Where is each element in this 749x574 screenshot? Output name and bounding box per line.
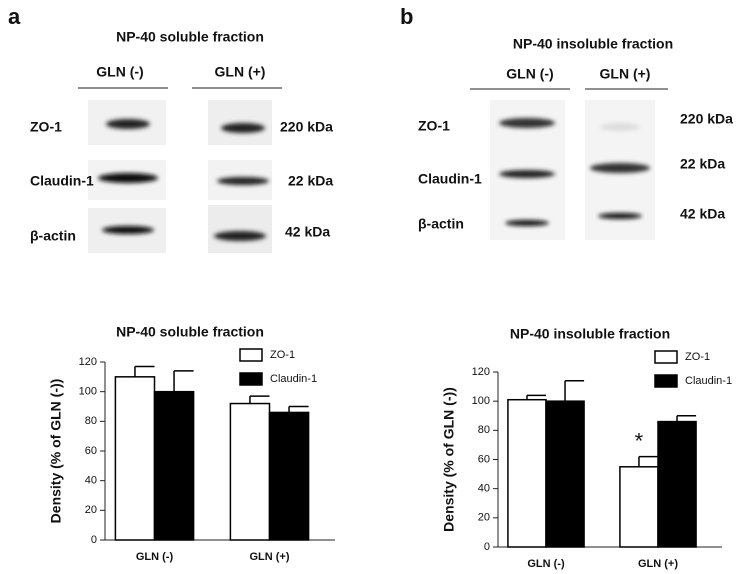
lane-label: GLN (-) xyxy=(96,64,143,80)
size-label: 22 kDa xyxy=(288,173,333,189)
error-bar xyxy=(526,394,546,400)
y-tick-label: 0 xyxy=(91,534,97,546)
annotation: * xyxy=(635,428,644,453)
bar xyxy=(268,411,310,541)
bar xyxy=(114,376,156,541)
bar xyxy=(507,398,547,548)
size-label: 42 kDa xyxy=(680,206,725,222)
y-axis-label: Density (% of GLN (-)) xyxy=(48,379,64,524)
panel-letter: a xyxy=(8,4,21,29)
bar xyxy=(657,420,697,548)
bar xyxy=(229,402,271,541)
legend-swatch xyxy=(654,350,678,364)
panel-letter: b xyxy=(400,4,413,29)
y-tick-label: 60 xyxy=(478,453,490,465)
legend-label: Claudin-1 xyxy=(270,373,317,385)
bar xyxy=(153,390,195,541)
y-tick-label: 120 xyxy=(79,356,97,368)
y-tick-label: 80 xyxy=(478,424,490,436)
size-label: 42 kDa xyxy=(285,224,330,240)
y-axis-label: Density (% of GLN (-)) xyxy=(441,387,457,532)
y-tick-label: 20 xyxy=(478,512,490,524)
y-tick-label: 80 xyxy=(85,415,97,427)
row-label: Claudin-1 xyxy=(418,171,482,187)
x-tick-label: GLN (-) xyxy=(136,551,174,563)
legend-label: ZO-1 xyxy=(685,351,710,363)
y-tick-label: 0 xyxy=(484,541,490,553)
blot-title: NP-40 insoluble fraction xyxy=(513,36,673,52)
lane-label: GLN (+) xyxy=(600,66,651,82)
chart-title: NP-40 insoluble fraction xyxy=(510,326,670,342)
error-bar xyxy=(288,405,309,413)
lane-label: GLN (-) xyxy=(506,66,553,82)
bar xyxy=(545,400,585,548)
row-label: ZO-1 xyxy=(418,118,450,134)
row-label: β-actin xyxy=(418,216,464,232)
blot-title: NP-40 soluble fraction xyxy=(116,29,264,45)
size-label: 22 kDa xyxy=(680,156,725,172)
error-bar xyxy=(564,380,585,402)
y-tick-label: 120 xyxy=(472,366,490,378)
bar xyxy=(619,466,659,548)
row-label: ZO-1 xyxy=(30,119,62,135)
y-tick-label: 40 xyxy=(85,475,97,487)
legend-swatch xyxy=(239,372,263,386)
x-tick-label: GLN (+) xyxy=(249,551,289,563)
legend-label: ZO-1 xyxy=(270,349,295,361)
x-tick-label: GLN (+) xyxy=(638,558,678,570)
error-bar xyxy=(249,395,270,404)
legend-swatch xyxy=(654,374,678,388)
error-bar xyxy=(173,370,194,392)
x-tick-label: GLN (-) xyxy=(527,558,565,570)
error-bar xyxy=(638,455,658,467)
blot-images xyxy=(88,100,272,253)
size-label: 220 kDa xyxy=(280,119,333,135)
legend-label: Claudin-1 xyxy=(685,375,732,387)
blot-images xyxy=(490,100,655,240)
legend-swatch xyxy=(239,348,263,362)
error-bar xyxy=(134,365,155,377)
row-label: β-actin xyxy=(30,228,76,244)
y-tick-label: 60 xyxy=(85,445,97,457)
y-tick-label: 100 xyxy=(472,395,490,407)
lane-label: GLN (+) xyxy=(215,64,266,80)
row-label: Claudin-1 xyxy=(30,173,94,189)
size-label: 220 kDa xyxy=(680,111,733,127)
y-tick-label: 100 xyxy=(79,386,97,398)
error-bar xyxy=(676,415,697,422)
chart-title: NP-40 soluble fraction xyxy=(116,324,264,340)
y-tick-label: 20 xyxy=(85,504,97,516)
y-tick-label: 40 xyxy=(478,483,490,495)
